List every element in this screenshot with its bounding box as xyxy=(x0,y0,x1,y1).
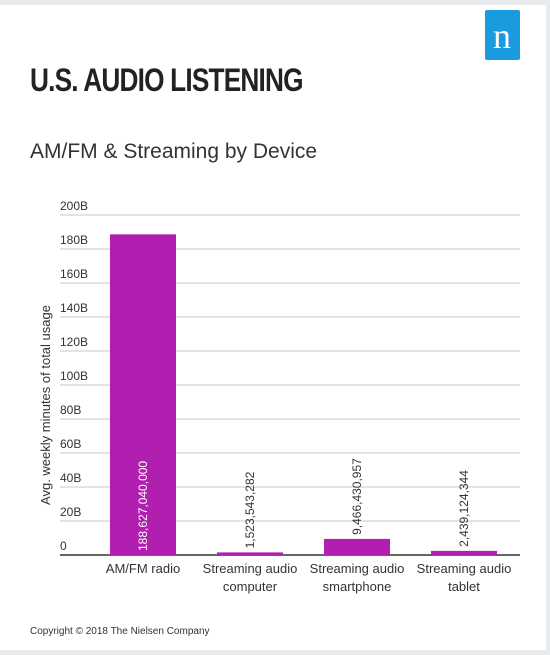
y-tick-label: 80B xyxy=(60,403,81,417)
copyright-text: Copyright © 2018 The Nielsen Company xyxy=(30,626,210,637)
data-label: 1,523,543,282 xyxy=(243,471,257,548)
bar xyxy=(217,552,283,555)
data-label: 2,439,124,344 xyxy=(457,470,471,547)
data-label: 188,627,040,000 xyxy=(136,461,150,551)
y-tick-label: 100B xyxy=(60,369,88,383)
x-category-label: AM/FM radio xyxy=(106,561,180,576)
y-tick-label: 40B xyxy=(60,471,81,485)
bar-chart: 0 20B 40B 60B 80B 100B 120B 140B 160B 180B 200B Avg… xyxy=(38,199,520,594)
y-tick-label: 160B xyxy=(60,267,88,281)
y-tick-label: 140B xyxy=(60,301,88,315)
x-category-label: tablet xyxy=(448,579,480,594)
data-label: 9,466,430,957 xyxy=(350,458,364,535)
x-category-label: smartphone xyxy=(323,579,392,594)
y-tick-label: 120B xyxy=(60,335,88,349)
chart-title: AM/FM & Streaming by Device xyxy=(30,140,318,163)
y-tick-label: 200B xyxy=(60,199,88,213)
bar xyxy=(110,234,176,555)
x-category-label: Streaming audio xyxy=(417,561,512,576)
nielsen-logo: n xyxy=(485,10,520,60)
x-category-label: computer xyxy=(223,579,278,594)
bar xyxy=(431,550,497,555)
chart-card: n xyxy=(0,5,546,650)
x-category-label: Streaming audio xyxy=(310,561,405,576)
y-tick-label: 20B xyxy=(60,505,81,519)
logo-letter: n xyxy=(493,16,511,56)
nielsen-n-icon: n xyxy=(493,16,511,56)
y-tick-label: 180B xyxy=(60,233,88,247)
y-tick-label: 0 xyxy=(60,539,67,553)
y-tick-label: 60B xyxy=(60,437,81,451)
y-axis-label: Avg. weekly minutes of total usage xyxy=(38,305,53,505)
x-category-label: Streaming audio xyxy=(203,561,298,576)
bar xyxy=(324,538,390,555)
page-title: U.S. AUDIO LISTENING xyxy=(30,62,304,98)
